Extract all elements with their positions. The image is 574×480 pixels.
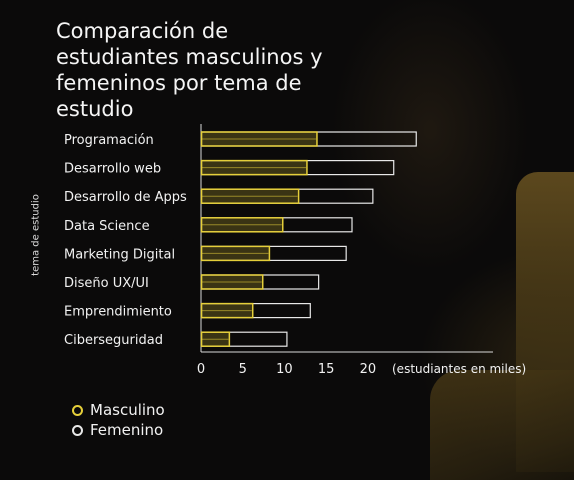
category-label-emprendimiento: Emprendimiento [64, 305, 172, 320]
category-label-data-science: Data Science [64, 219, 150, 234]
category-label-desarrollo-web: Desarrollo web [64, 162, 161, 177]
legend-item-femenino: Femenino [72, 420, 165, 440]
category-label-programaci-n: Programación [64, 133, 154, 148]
x-tick-label-20: 20 [360, 362, 377, 377]
chart-title: Comparación de estudiantes masculinos y … [56, 19, 323, 121]
x-tick-label-15: 15 [318, 362, 335, 377]
x-tick-label-0: 0 [197, 362, 205, 377]
femenino-swatch-icon [72, 424, 83, 436]
legend-label-femenino: Femenino [90, 421, 164, 439]
category-label-dise-o-ux-ui: Diseño UX/UI [64, 276, 149, 291]
category-label-marketing-digital: Marketing Digital [64, 247, 175, 262]
x-tick-label-10: 10 [276, 362, 293, 377]
masculino-swatch-icon [72, 404, 83, 416]
legend-item-masculino: Masculino [72, 400, 165, 420]
legend: Masculino Femenino [72, 400, 165, 440]
category-label-desarrollo-de-apps: Desarrollo de Apps [64, 190, 187, 205]
legend-label-masculino: Masculino [90, 401, 165, 419]
x-tick-label-5: 5 [239, 362, 247, 377]
category-label-ciberseguridad: Ciberseguridad [64, 333, 163, 348]
x-axis-unit-label: (estudiantes en miles) [392, 362, 526, 376]
bar-chart: Programación Desarrollo web Desarrollo de … [64, 124, 526, 377]
